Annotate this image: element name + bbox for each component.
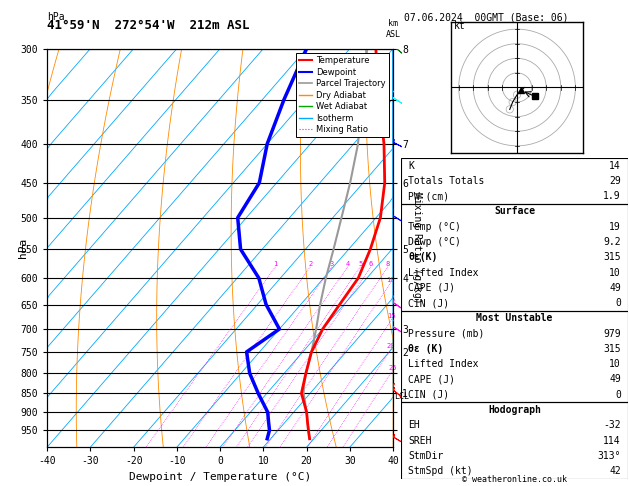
Bar	[401, 158, 628, 204]
Text: Totals Totals: Totals Totals	[408, 176, 484, 186]
Text: CIN (J): CIN (J)	[408, 390, 449, 399]
Text: 10: 10	[386, 277, 395, 283]
Text: 6: 6	[369, 261, 373, 267]
Text: 313°: 313°	[598, 451, 621, 461]
Bar	[401, 311, 628, 402]
Text: 114: 114	[603, 435, 621, 446]
Text: Surface: Surface	[494, 207, 535, 216]
Legend: Temperature, Dewpoint, Parcel Trajectory, Dry Adiabat, Wet Adiabat, Isotherm, Mi: Temperature, Dewpoint, Parcel Trajectory…	[296, 53, 389, 138]
Text: 19: 19	[610, 222, 621, 232]
Bar	[401, 204, 628, 311]
Text: 41°59'N  272°54'W  212m ASL: 41°59'N 272°54'W 212m ASL	[47, 18, 250, 32]
Text: 49: 49	[610, 374, 621, 384]
X-axis label: Dewpoint / Temperature (°C): Dewpoint / Temperature (°C)	[129, 472, 311, 482]
Text: 3: 3	[330, 261, 334, 267]
Text: Most Unstable: Most Unstable	[476, 313, 553, 323]
Text: 8: 8	[386, 261, 390, 267]
Text: 14: 14	[610, 160, 621, 171]
Text: SREH: SREH	[408, 435, 431, 446]
Text: 9.2: 9.2	[603, 237, 621, 247]
Text: 15: 15	[387, 313, 396, 319]
Text: Temp (°C): Temp (°C)	[408, 222, 461, 232]
Text: 315: 315	[603, 252, 621, 262]
Text: CIN (J): CIN (J)	[408, 298, 449, 308]
Y-axis label: Mixing Ratio (g/kg): Mixing Ratio (g/kg)	[412, 192, 422, 304]
Text: K: K	[408, 160, 414, 171]
Text: θε (K): θε (K)	[408, 344, 443, 354]
Text: 2: 2	[308, 261, 313, 267]
Text: StmSpd (kt): StmSpd (kt)	[408, 466, 473, 476]
Text: CAPE (J): CAPE (J)	[408, 283, 455, 293]
Text: 4: 4	[345, 261, 350, 267]
Text: 979: 979	[603, 329, 621, 339]
Text: hPa: hPa	[18, 238, 28, 258]
Text: Hodograph: Hodograph	[488, 405, 541, 415]
Text: Dewp (°C): Dewp (°C)	[408, 237, 461, 247]
Bar	[401, 402, 628, 479]
Text: 25: 25	[388, 364, 397, 371]
Text: Lifted Index: Lifted Index	[408, 359, 479, 369]
Text: 1.9: 1.9	[603, 191, 621, 201]
Text: Pressure (mb): Pressure (mb)	[408, 329, 484, 339]
Text: LCL: LCL	[394, 392, 409, 401]
Text: 49: 49	[610, 283, 621, 293]
Text: θε(K): θε(K)	[408, 252, 438, 262]
Text: 20: 20	[387, 343, 396, 349]
Text: 10: 10	[610, 267, 621, 278]
Text: 5: 5	[358, 261, 362, 267]
Text: 42: 42	[610, 466, 621, 476]
Text: Lifted Index: Lifted Index	[408, 267, 479, 278]
Text: EH: EH	[408, 420, 420, 430]
Text: 0: 0	[615, 390, 621, 399]
Text: kt: kt	[454, 21, 466, 31]
Text: 315: 315	[603, 344, 621, 354]
Text: PW (cm): PW (cm)	[408, 191, 449, 201]
Text: 29: 29	[610, 176, 621, 186]
Text: km
ASL: km ASL	[386, 19, 401, 39]
Text: hPa: hPa	[47, 12, 65, 22]
Text: 07.06.2024  00GMT (Base: 06): 07.06.2024 00GMT (Base: 06)	[404, 12, 569, 22]
Text: 0: 0	[615, 298, 621, 308]
Text: 10: 10	[610, 359, 621, 369]
Text: 1: 1	[273, 261, 277, 267]
Text: StmDir: StmDir	[408, 451, 443, 461]
Text: CAPE (J): CAPE (J)	[408, 374, 455, 384]
Text: -32: -32	[603, 420, 621, 430]
Text: © weatheronline.co.uk: © weatheronline.co.uk	[462, 474, 567, 484]
